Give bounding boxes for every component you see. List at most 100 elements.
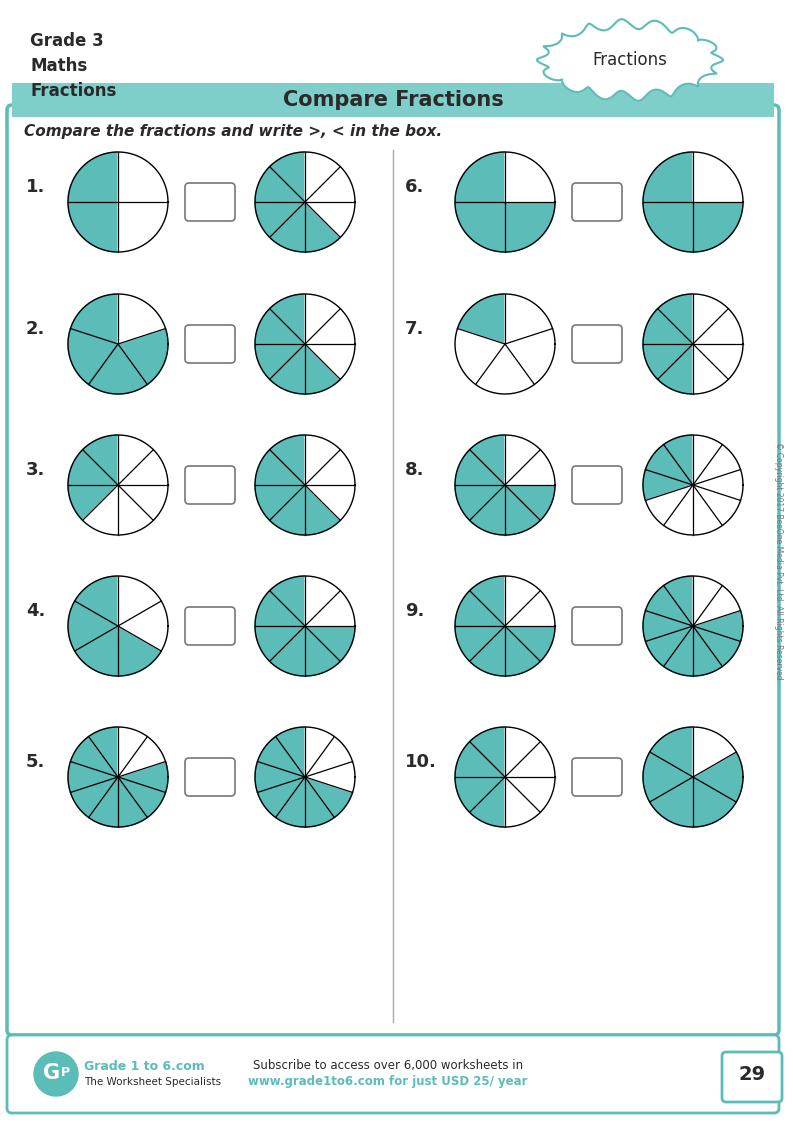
- Polygon shape: [505, 626, 555, 661]
- Polygon shape: [693, 727, 737, 778]
- Text: 6.: 6.: [405, 178, 424, 196]
- Text: www.grade1to6.com for just USD 25/ year: www.grade1to6.com for just USD 25/ year: [248, 1076, 528, 1088]
- Polygon shape: [693, 626, 722, 675]
- Polygon shape: [71, 778, 118, 818]
- Text: © Copyright 2017 BeeOne Media Pvt. Ltd. All Rights Reserved.: © Copyright 2017 BeeOne Media Pvt. Ltd. …: [775, 442, 783, 682]
- Polygon shape: [455, 778, 505, 812]
- Polygon shape: [455, 485, 505, 521]
- Polygon shape: [476, 344, 534, 394]
- Polygon shape: [455, 742, 505, 778]
- Polygon shape: [693, 309, 743, 344]
- Polygon shape: [305, 485, 340, 535]
- Polygon shape: [693, 485, 741, 525]
- Text: 29: 29: [738, 1065, 765, 1084]
- FancyBboxPatch shape: [185, 466, 235, 504]
- Polygon shape: [469, 576, 505, 626]
- Polygon shape: [455, 202, 505, 252]
- FancyBboxPatch shape: [572, 758, 622, 795]
- Polygon shape: [68, 151, 118, 202]
- Polygon shape: [305, 778, 353, 818]
- Text: P: P: [60, 1067, 70, 1079]
- FancyBboxPatch shape: [185, 183, 235, 221]
- Polygon shape: [646, 485, 693, 525]
- Polygon shape: [505, 742, 555, 778]
- Text: 8.: 8.: [405, 461, 424, 479]
- Polygon shape: [693, 151, 743, 202]
- Polygon shape: [71, 736, 118, 778]
- Polygon shape: [118, 485, 168, 521]
- Polygon shape: [255, 309, 305, 344]
- FancyBboxPatch shape: [7, 105, 779, 1034]
- Polygon shape: [649, 778, 693, 827]
- Polygon shape: [505, 626, 540, 675]
- Polygon shape: [469, 485, 505, 535]
- Polygon shape: [505, 778, 540, 827]
- Polygon shape: [305, 202, 340, 252]
- Polygon shape: [305, 202, 355, 238]
- Polygon shape: [305, 151, 340, 202]
- Polygon shape: [258, 778, 305, 818]
- Polygon shape: [505, 590, 555, 626]
- Text: Grade 3
Maths
Fractions: Grade 3 Maths Fractions: [30, 33, 117, 100]
- Polygon shape: [643, 151, 693, 202]
- Polygon shape: [270, 435, 305, 485]
- Polygon shape: [469, 778, 505, 827]
- Polygon shape: [455, 151, 505, 202]
- Polygon shape: [693, 778, 737, 827]
- FancyBboxPatch shape: [185, 758, 235, 795]
- Polygon shape: [305, 167, 355, 202]
- Polygon shape: [118, 727, 147, 778]
- Polygon shape: [505, 151, 555, 202]
- Polygon shape: [255, 450, 305, 485]
- Polygon shape: [305, 590, 355, 626]
- FancyBboxPatch shape: [572, 607, 622, 645]
- Polygon shape: [255, 202, 305, 238]
- Polygon shape: [469, 727, 505, 778]
- Polygon shape: [270, 151, 305, 202]
- Polygon shape: [305, 485, 355, 521]
- Polygon shape: [89, 344, 147, 394]
- Text: Grade 1 to 6.com: Grade 1 to 6.com: [84, 1059, 205, 1073]
- Polygon shape: [89, 778, 118, 827]
- Text: 5.: 5.: [26, 753, 45, 771]
- Polygon shape: [643, 309, 693, 344]
- FancyBboxPatch shape: [572, 183, 622, 221]
- Polygon shape: [693, 444, 741, 485]
- Polygon shape: [693, 294, 728, 344]
- Polygon shape: [646, 586, 693, 626]
- Polygon shape: [118, 435, 153, 485]
- Polygon shape: [270, 294, 305, 344]
- Polygon shape: [276, 778, 305, 827]
- Polygon shape: [68, 202, 118, 252]
- Polygon shape: [646, 626, 693, 666]
- Polygon shape: [118, 778, 166, 818]
- Text: 9.: 9.: [405, 603, 424, 620]
- Polygon shape: [693, 752, 743, 802]
- Polygon shape: [118, 294, 166, 344]
- Polygon shape: [693, 610, 743, 642]
- Polygon shape: [505, 485, 555, 521]
- Polygon shape: [664, 435, 693, 485]
- Polygon shape: [505, 294, 553, 344]
- Polygon shape: [89, 727, 118, 778]
- Text: The Worksheet Specialists: The Worksheet Specialists: [84, 1077, 221, 1087]
- Polygon shape: [643, 469, 693, 500]
- Polygon shape: [693, 626, 741, 666]
- Polygon shape: [469, 435, 505, 485]
- Polygon shape: [305, 294, 340, 344]
- Polygon shape: [71, 294, 118, 344]
- Polygon shape: [505, 576, 540, 626]
- Text: 2.: 2.: [26, 320, 45, 338]
- Polygon shape: [118, 151, 168, 202]
- Polygon shape: [505, 329, 555, 385]
- Polygon shape: [270, 202, 305, 252]
- Polygon shape: [270, 626, 305, 675]
- Polygon shape: [75, 576, 118, 626]
- Polygon shape: [118, 202, 168, 252]
- Text: 3.: 3.: [26, 461, 45, 479]
- Polygon shape: [118, 576, 161, 626]
- Polygon shape: [305, 626, 340, 675]
- Polygon shape: [469, 626, 505, 675]
- Polygon shape: [75, 626, 118, 675]
- Polygon shape: [664, 626, 693, 675]
